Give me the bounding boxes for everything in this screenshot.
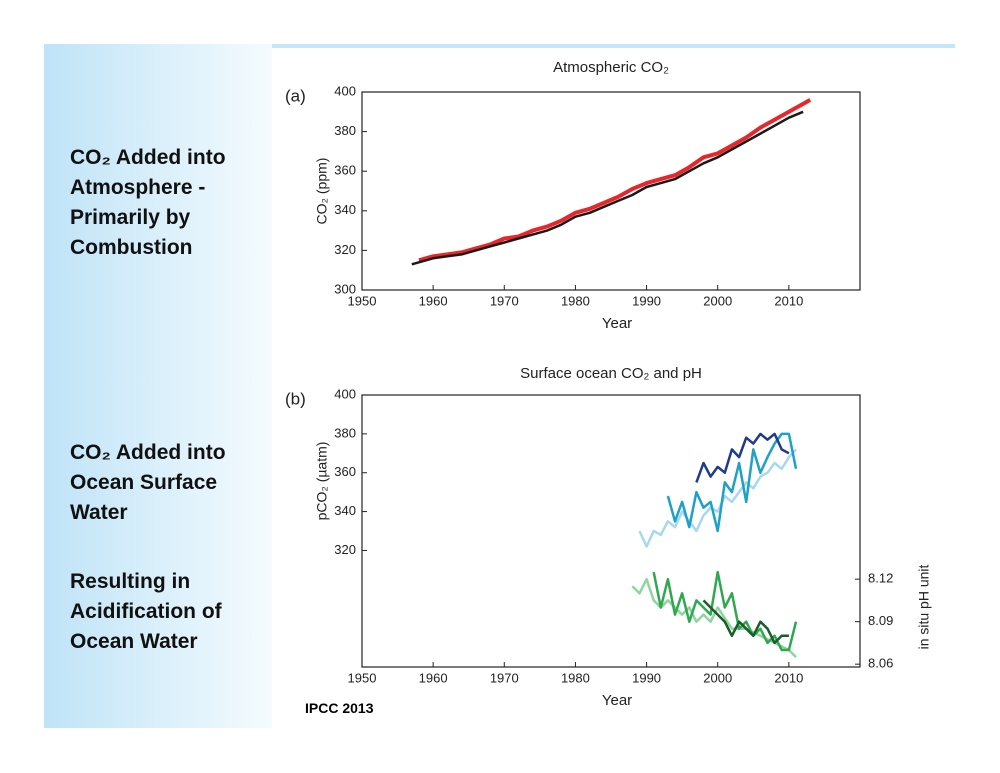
side-label: CO₂ Added into Atmosphere - Primarily by…: [70, 146, 226, 259]
y-tick-label: 320: [334, 542, 356, 557]
y-tick-label: 360: [334, 163, 356, 178]
plot-frame: [361, 91, 861, 291]
y-tick-label: 340: [334, 202, 356, 217]
chart-title: Atmospheric CO₂: [553, 59, 669, 76]
y2-tick-label: 8.06: [868, 656, 893, 671]
series-line: [411, 110, 804, 266]
x-axis-label: Year: [602, 692, 632, 709]
side-label: Resulting in Acidification of Ocean Wate…: [70, 570, 222, 653]
y-tick-label: 340: [334, 503, 356, 518]
sidebar: [44, 44, 272, 728]
y2-axis-label: in situ pH unit: [916, 564, 932, 649]
series-line: [631, 577, 797, 658]
x-tick-label: 1970: [490, 670, 519, 685]
y2-tick-label: 8.12: [868, 571, 893, 586]
x-tick-label: 2000: [703, 670, 732, 685]
top-rule: [272, 44, 955, 48]
panel-label: (a): [285, 86, 306, 105]
x-tick-label: 1950: [348, 293, 377, 308]
x-tick-label: 1990: [632, 293, 661, 308]
chart-title: Surface ocean CO₂ and pH: [520, 365, 702, 382]
x-tick-label: 1980: [561, 670, 590, 685]
x-tick-label: 1990: [632, 670, 661, 685]
x-tick-label: 2010: [774, 293, 803, 308]
y2-tick-label: 8.09: [868, 613, 893, 628]
y-tick-label: 320: [334, 242, 356, 257]
y-tick-label: 400: [334, 83, 356, 98]
series-line: [702, 599, 789, 645]
series-line: [638, 448, 797, 548]
y-axis-label: CO₂ (ppm): [314, 158, 330, 225]
y-axis-label: pCO₂ (µatm): [314, 442, 330, 521]
x-tick-label: 2010: [774, 670, 803, 685]
x-axis-label: Year: [602, 315, 632, 332]
side-label: CO₂ Added into Ocean Surface Water: [70, 441, 226, 524]
series-line: [652, 570, 798, 652]
series-line: [666, 432, 798, 533]
series-line: [418, 98, 812, 263]
x-tick-label: 1970: [490, 293, 519, 308]
panel-label: (b): [285, 389, 306, 408]
y-tick-label: 300: [334, 281, 356, 296]
credit: IPCC 2013: [305, 700, 374, 716]
series-line: [695, 432, 790, 483]
y-tick-label: 380: [334, 425, 356, 440]
y-tick-label: 400: [334, 386, 356, 401]
x-tick-label: 1950: [348, 670, 377, 685]
y-tick-label: 360: [334, 464, 356, 479]
y-tick-label: 380: [334, 123, 356, 138]
x-tick-label: 1960: [419, 670, 448, 685]
plot-frame: [361, 394, 861, 668]
x-tick-label: 1960: [419, 293, 448, 308]
x-tick-label: 2000: [703, 293, 732, 308]
x-tick-label: 1980: [561, 293, 590, 308]
